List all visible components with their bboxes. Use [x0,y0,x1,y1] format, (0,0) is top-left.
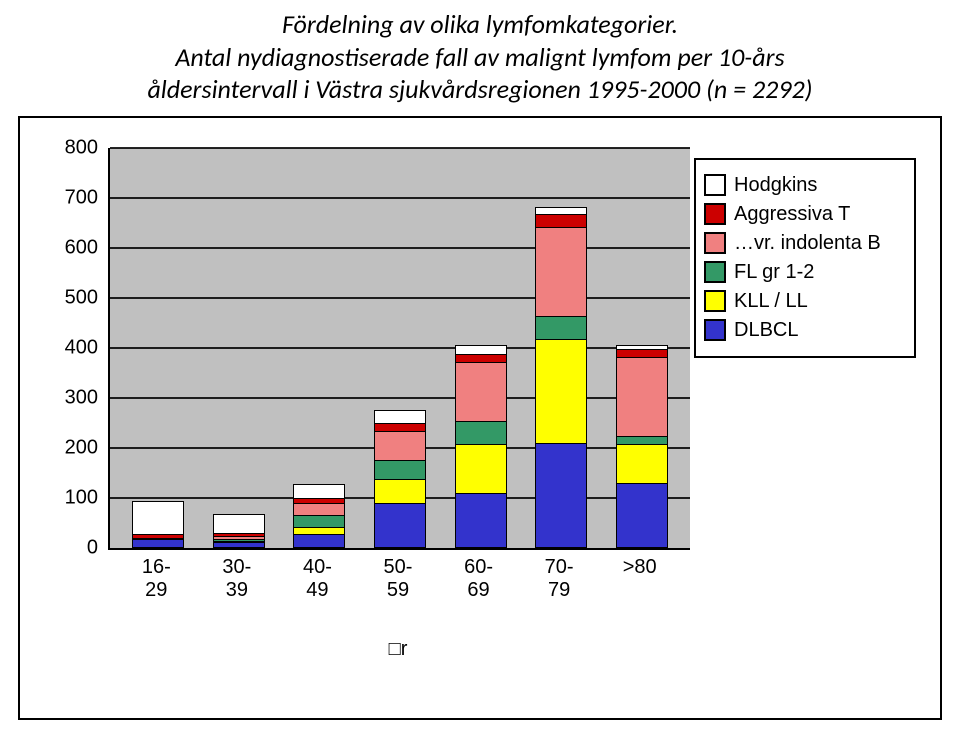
bar-segment [213,514,265,534]
bar-segment [213,542,265,548]
bar-segment [535,443,587,548]
legend-label: …vr. indolenta B [734,232,881,255]
bar-segment [455,493,507,548]
y-tick-label: 0 [42,536,98,559]
legend-swatch [704,203,726,225]
bar [616,347,668,548]
x-tick-label: 16- 29 [130,556,182,602]
x-tick-label: 60- 69 [453,556,505,602]
legend-swatch [704,261,726,283]
bar-segment [535,227,587,317]
y-tick-label: 800 [42,136,98,159]
legend-item: Hodgkins [704,174,906,197]
bar-segment [535,339,587,444]
bar-segment [374,460,426,481]
bars-container [110,148,690,548]
bar-segment [535,316,587,341]
bar [132,502,184,548]
x-tick-label: 70- 79 [533,556,585,602]
title-line-3: åldersintervall i Västra sjukvårdsregion… [147,73,812,105]
bar-segment [132,501,184,536]
x-tick-label: 50- 59 [372,556,424,602]
x-axis-labels: 16- 29 30- 39 40- 49 50- 59 60- 69 70- 79 >80 [108,556,688,602]
y-tick-label: 100 [42,486,98,509]
bar [293,486,345,548]
legend-swatch [704,174,726,196]
legend-swatch [704,290,726,312]
bar-segment [455,444,507,494]
legend-label: Hodgkins [734,174,817,197]
x-tick-label: 40- 49 [291,556,343,602]
bar [535,209,587,548]
legend-item: …vr. indolenta B [704,232,906,255]
legend-label: KLL / LL [734,290,808,313]
bar-segment [374,431,426,461]
bar [455,347,507,548]
legend-swatch [704,319,726,341]
y-tick-label: 200 [42,436,98,459]
bar-segment [374,503,426,548]
title-line-2: Antal nydiagnostiserade fall av malignt … [175,41,784,73]
y-tick-label: 700 [42,186,98,209]
x-tick-label: 30- 39 [211,556,263,602]
legend-label: Aggressiva T [734,203,850,226]
bar-segment [455,421,507,446]
legend-item: DLBCL [704,319,906,342]
y-tick-label: 300 [42,386,98,409]
chart-title: Fördelning av olika lymfomkategorier. An… [0,0,960,110]
bar-segment [616,357,668,437]
bar-segment [616,483,668,548]
y-axis-ticks: 0100200300400500600700800 [42,148,102,548]
legend-item: KLL / LL [704,290,906,313]
plot-area [108,148,690,550]
legend-item: FL gr 1-2 [704,261,906,284]
bar [374,412,426,548]
y-tick-label: 600 [42,236,98,259]
legend-item: Aggressiva T [704,203,906,226]
bar-segment [455,362,507,422]
legend-swatch [704,232,726,254]
bar [213,516,265,548]
y-tick-label: 500 [42,286,98,309]
x-tick-label: >80 [614,556,666,602]
bar-segment [374,479,426,504]
legend-label: DLBCL [734,319,798,342]
title-line-1: Fördelning av olika lymfomkategorier. [282,8,678,40]
bar-segment [132,539,184,548]
x-axis-title: □r [108,638,688,661]
legend-label: FL gr 1-2 [734,261,814,284]
bar-segment [293,534,345,548]
y-tick-label: 400 [42,336,98,359]
legend: Hodgkins Aggressiva T …vr. indolenta B FL g… [694,158,916,358]
chart-frame: 0 100 200 300 400 500 600 700 800 16- 29 30- 39 40… [18,116,942,720]
bar-segment [616,444,668,484]
